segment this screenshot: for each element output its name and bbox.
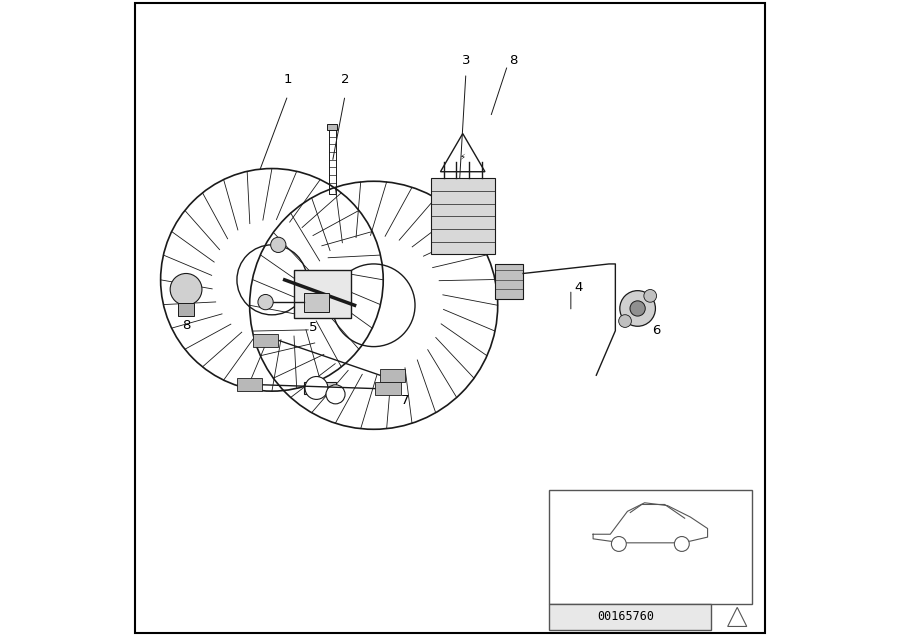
Text: 5: 5 [309,321,318,334]
Bar [431,178,494,254]
Bar [294,270,351,318]
Circle shape [644,289,657,302]
Circle shape [618,315,632,328]
Bar [549,490,752,604]
Circle shape [611,537,626,551]
Circle shape [305,377,328,399]
Text: 7: 7 [401,394,410,407]
Bar [237,378,263,391]
Bar [380,369,406,382]
Bar [549,604,711,630]
Text: 8: 8 [182,319,190,332]
Text: 4: 4 [574,281,582,294]
Circle shape [630,301,645,316]
Text: ⚡: ⚡ [460,153,465,162]
Text: 1: 1 [284,73,292,86]
Circle shape [620,291,655,326]
Circle shape [674,537,689,551]
Circle shape [258,294,274,310]
Bar [494,264,523,299]
Bar [328,124,338,130]
Text: 6: 6 [652,324,661,337]
Circle shape [271,237,286,252]
Bar [303,293,329,312]
Circle shape [326,385,345,404]
Text: 00165760: 00165760 [598,611,654,623]
Circle shape [170,273,202,305]
Polygon shape [303,382,336,394]
Text: 2: 2 [341,73,349,86]
Bar [178,303,194,316]
Text: 3: 3 [462,54,470,67]
Bar [253,334,278,347]
Bar [375,382,401,395]
Text: 8: 8 [509,54,518,67]
